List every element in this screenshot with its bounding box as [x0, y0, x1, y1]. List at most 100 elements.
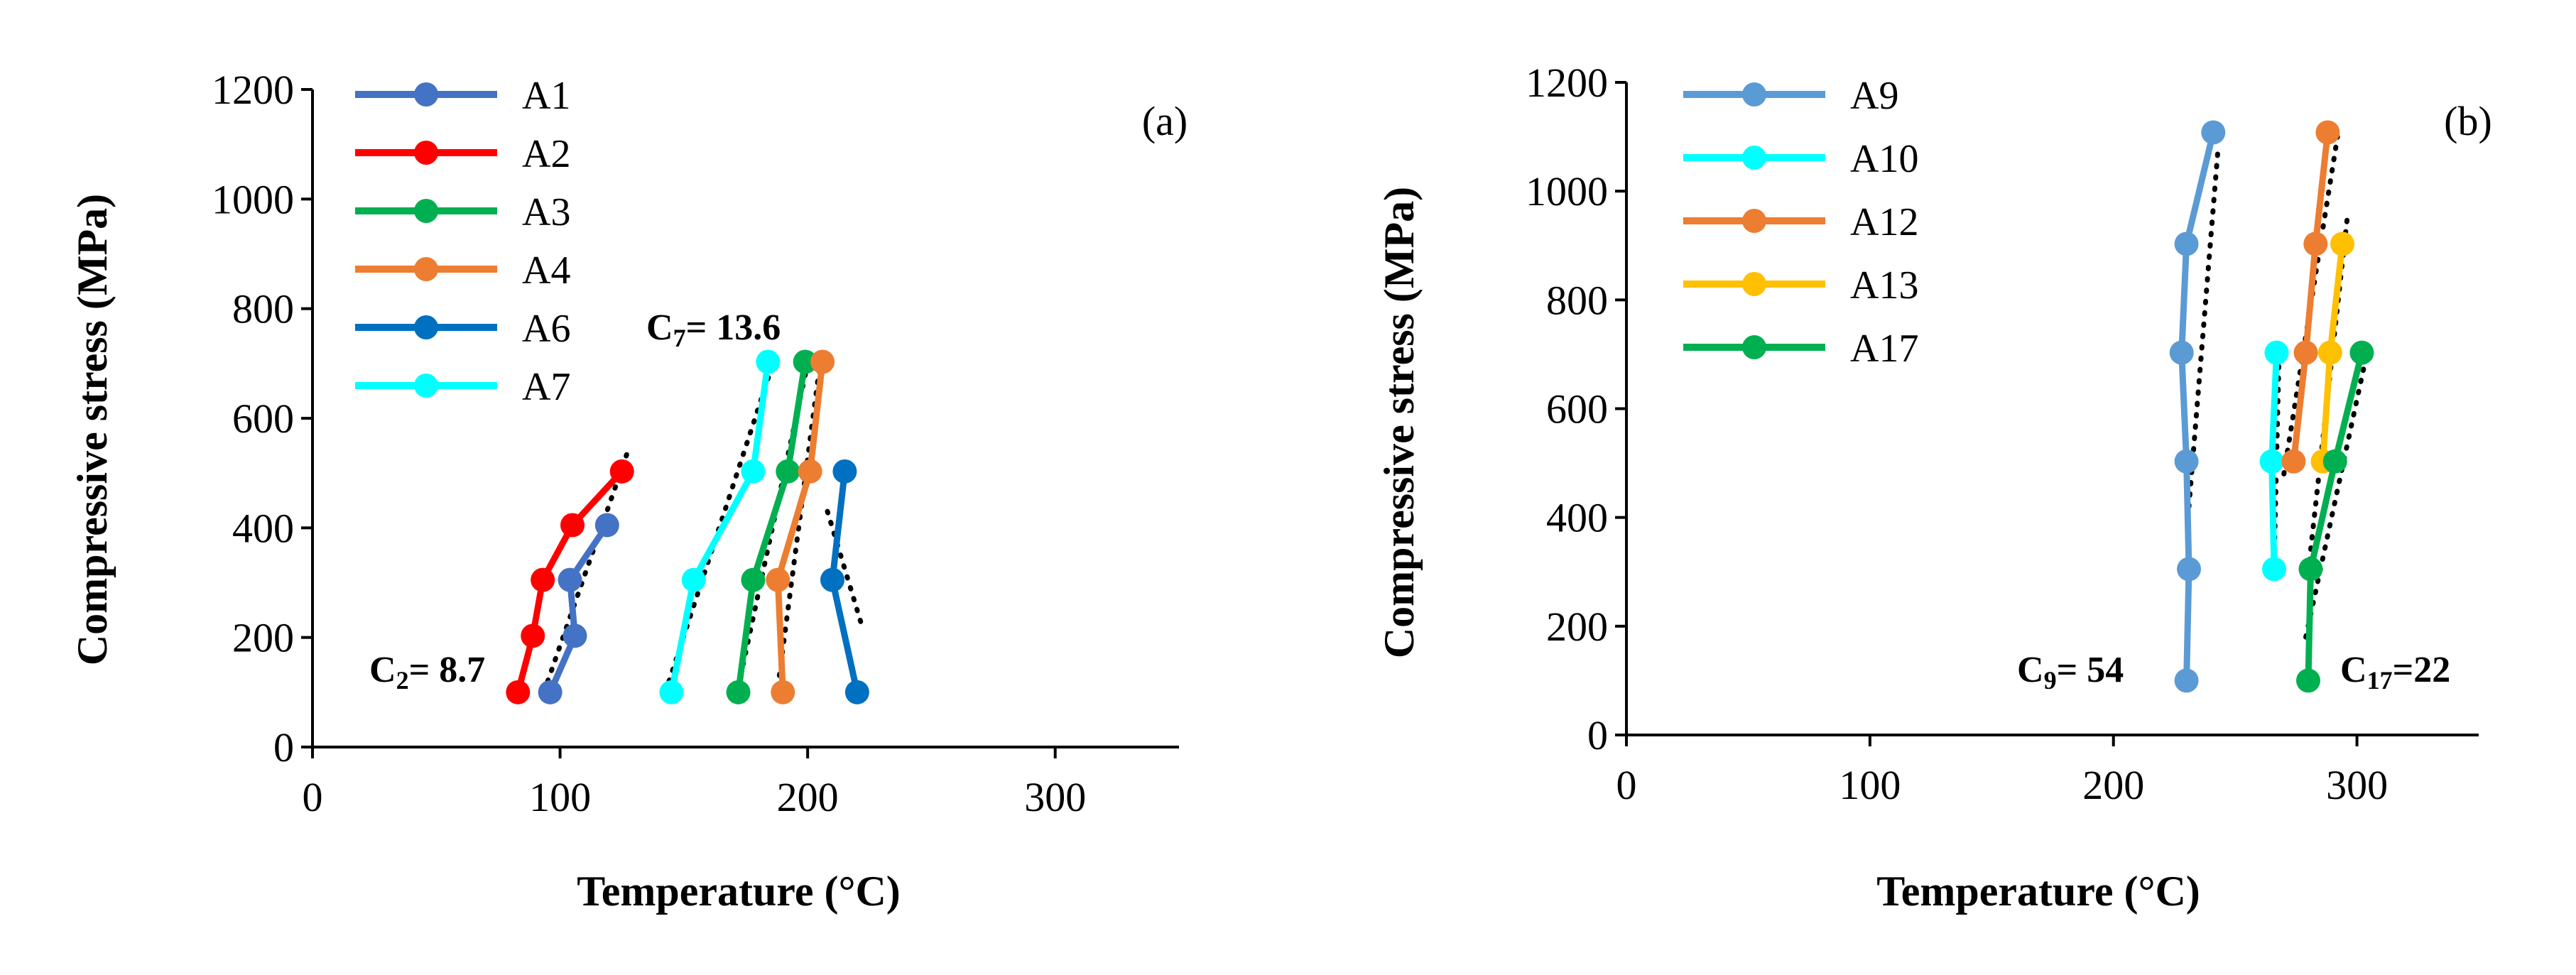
- legend-a1-marker: [414, 82, 438, 107]
- legend-a17-label: A17: [1850, 327, 1918, 371]
- series-a10-point: [2259, 449, 2284, 474]
- series-a10-point: [2264, 340, 2289, 365]
- series-a2-point: [531, 567, 555, 592]
- series-a12-point: [2315, 120, 2340, 145]
- y-tick-label: 600: [232, 396, 294, 442]
- panel-b-annotation-c9: C9= 54: [2017, 650, 2124, 695]
- series-a4-point: [766, 567, 790, 592]
- series-a9-line: [2178, 131, 2217, 681]
- x-tick-label: 100: [529, 774, 591, 820]
- legend-a7-label: A7: [522, 365, 570, 409]
- y-tick-label: 600: [1546, 386, 1608, 432]
- x-tick-label: 0: [1616, 762, 1637, 808]
- y-tick-label: 800: [232, 286, 294, 332]
- panel-b-legend: A9 A10 A12 A13 A17: [1683, 74, 1918, 371]
- series-a4-point: [771, 680, 795, 704]
- series-a9-point: [2174, 449, 2199, 474]
- series-a7-point: [659, 680, 684, 704]
- series-a3-point: [776, 459, 800, 484]
- legend-a6-marker: [414, 315, 438, 339]
- y-tick-label: 1000: [212, 176, 294, 222]
- legend-a12-marker: [1742, 209, 1766, 233]
- panel-b-y-axis-title: Compressive stress (MPa): [1376, 187, 1423, 658]
- panel-b-label: (b): [2444, 98, 2492, 144]
- legend-a10-label: A10: [1850, 137, 1918, 181]
- legend-a7-marker: [414, 374, 438, 398]
- legend-a13-label: A13: [1850, 263, 1918, 307]
- legend-a2-marker: [414, 141, 438, 165]
- x-tick-label: 100: [1839, 762, 1901, 808]
- series-a7-line: [668, 361, 771, 693]
- y-tick-label: 0: [273, 724, 294, 770]
- series-a9-point: [2177, 557, 2201, 582]
- series-a1-line: [547, 523, 610, 694]
- trendline: [825, 508, 865, 629]
- y-tick-label: 1200: [1526, 60, 1608, 106]
- series-a2-point: [560, 513, 585, 538]
- panel-a-axes: 0 200 400 600 800 1000 1200 0 100 200 300: [212, 67, 1179, 820]
- y-tick-label: 1200: [212, 67, 294, 113]
- legend-a10-marker: [1742, 146, 1766, 170]
- series-a2-point: [506, 680, 531, 704]
- series-a17-point: [2349, 340, 2374, 365]
- series-a1-point: [538, 680, 563, 704]
- series-a6-point: [820, 567, 844, 592]
- y-tick-label: 200: [232, 615, 294, 661]
- series-a12-point: [2281, 449, 2306, 474]
- x-tick-label: 200: [2082, 762, 2144, 808]
- legend-a4-label: A4: [522, 249, 570, 293]
- trendline: [545, 451, 630, 684]
- series-a13-point: [2317, 340, 2342, 365]
- series-a6-point: [832, 459, 857, 484]
- series-a13-point: [2330, 232, 2354, 256]
- legend-a13-marker: [1742, 272, 1766, 296]
- panel-b-axes: 0 200 400 600 800 1000 1200 0 100 200 300: [1526, 60, 2479, 808]
- panel-a-series: [506, 349, 869, 704]
- y-tick-label: 400: [232, 505, 294, 551]
- series-a7-point: [741, 459, 766, 484]
- legend-a6-label: A6: [522, 307, 570, 351]
- panel-b-annotation-c17: C17=22: [2340, 650, 2450, 695]
- panel-a-x-axis-title: Temperature (°C): [577, 868, 901, 915]
- series-a10-point: [2262, 557, 2286, 582]
- series-a3-point: [793, 349, 817, 374]
- series-a1-point: [563, 623, 587, 648]
- series-a17-point: [2296, 668, 2320, 693]
- x-tick-label: 300: [1024, 774, 1086, 820]
- series-a2-point: [609, 459, 634, 484]
- legend-a1-label: A1: [522, 74, 570, 118]
- series-a17-point: [2322, 449, 2347, 474]
- series-a3-line: [735, 361, 809, 693]
- chart-panel-b: 0 200 400 600 800 1000 1200 0 100 200 300 Compress…: [1376, 60, 2492, 915]
- series-a12-point: [2303, 232, 2328, 256]
- legend-a3-label: A3: [522, 190, 570, 234]
- legend-a2-label: A2: [522, 132, 570, 176]
- series-a4-point: [798, 459, 822, 484]
- series-a12-point: [2293, 340, 2318, 365]
- series-a1-point: [558, 567, 582, 592]
- series-a4-point: [810, 349, 835, 374]
- y-tick-label: 0: [1587, 712, 1608, 758]
- trendline: [2186, 145, 2221, 509]
- legend-a9-label: A9: [1850, 74, 1898, 118]
- series-a6-point: [844, 680, 869, 704]
- series-a1-point: [594, 513, 619, 538]
- panel-b-x-axis-title: Temperature (°C): [1876, 868, 2200, 915]
- panel-b-series: [2169, 120, 2374, 693]
- legend-a17-marker: [1742, 335, 1766, 359]
- legend-a3-marker: [414, 199, 438, 223]
- x-tick-label: 0: [303, 774, 323, 820]
- x-tick-label: 300: [2326, 762, 2388, 808]
- series-a9-point: [2201, 120, 2226, 145]
- series-a7-point: [681, 567, 706, 592]
- panel-a-legend: A1 A2 A3 A4 A6 A7: [355, 74, 570, 409]
- legend-a12-label: A12: [1850, 200, 1918, 244]
- y-tick-label: 1000: [1526, 168, 1608, 214]
- legend-a4-marker: [414, 257, 438, 281]
- series-a2-point: [521, 623, 545, 648]
- series-a3-point: [741, 567, 766, 592]
- series-a3-point: [726, 680, 751, 704]
- x-tick-label: 200: [777, 774, 839, 820]
- series-a17-line: [2305, 352, 2365, 681]
